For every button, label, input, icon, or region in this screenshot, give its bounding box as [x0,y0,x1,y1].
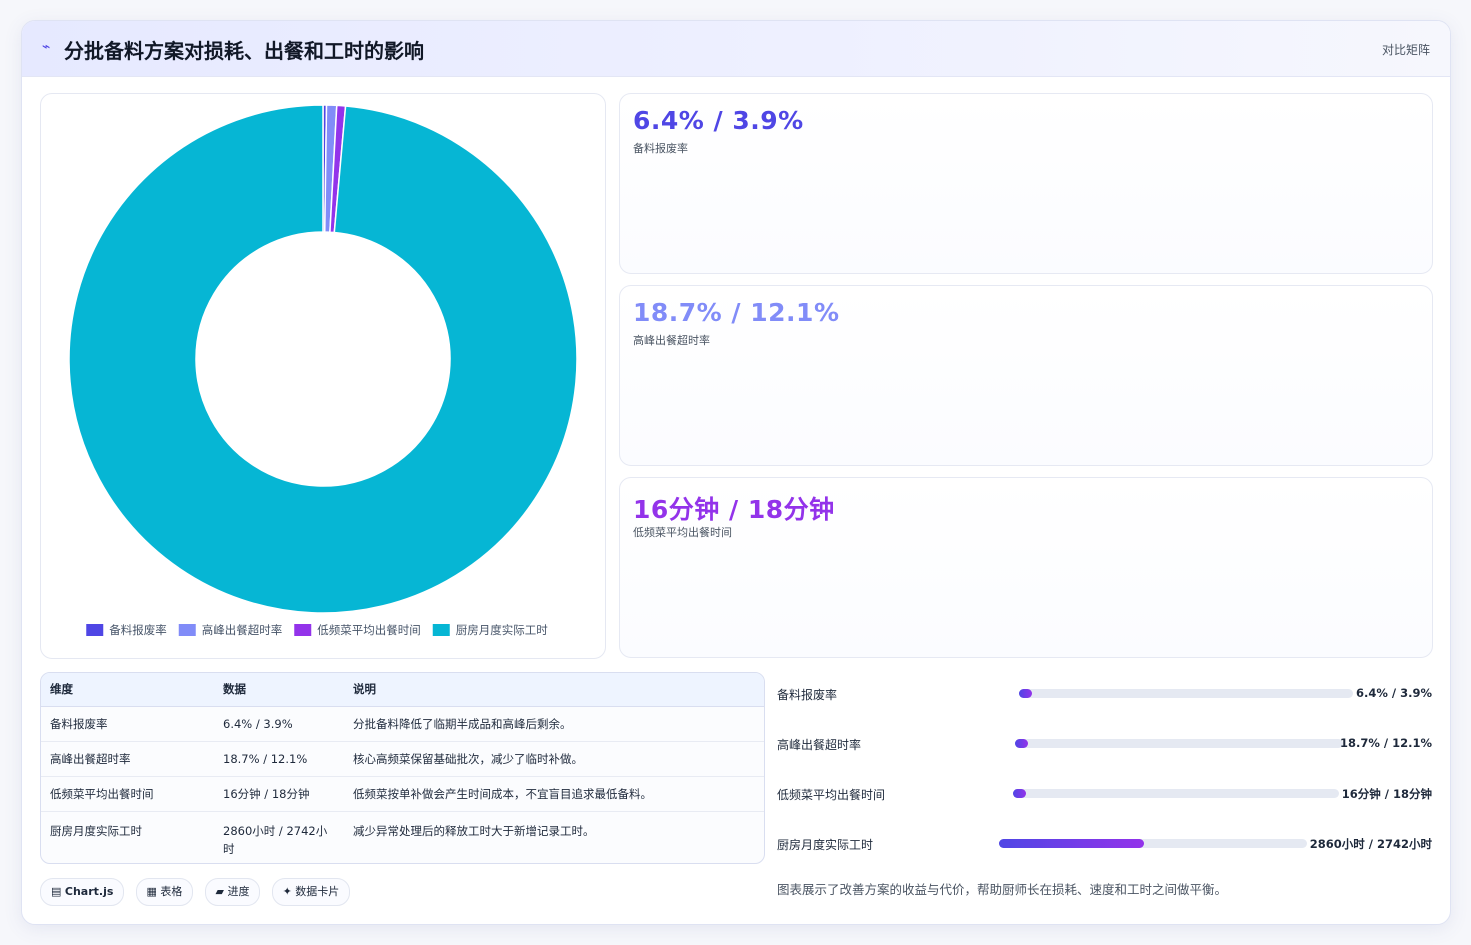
progress-label: 低频菜平均出餐时间 [777,788,886,802]
header: ⌁ 分批备料方案对损耗、出餐和工时的影响 对比矩阵 [22,21,1450,77]
legend-item-3[interactable]: 厨房月度实际工时 [432,623,548,637]
dashboard-card: ⌁ 分批备料方案对损耗、出餐和工时的影响 对比矩阵 备料报废率 高峰出餐超时率 低频… [21,20,1451,925]
kpi-card-waste: 6.4% / 3.9% 备料报废率 [619,93,1433,274]
comparison-table: 维度 数据 说明 备料报废率 6.4% / 3.9% 分批备料降低了临期半成品和… [40,672,765,864]
table-row: 厨房月度实际工时 2860小时 / 2742小时 减少异常处理后的释放工时大于新… [41,811,764,863]
progress-label: 备料报废率 [777,688,838,702]
chip-data-card[interactable]: ✦ 数据卡片 [271,878,351,906]
progress-row-hours: 厨房月度实际工时 2860小时 / 2742小时 [777,834,1432,854]
sparkle-icon: ✦ [282,885,292,898]
sparkline-icon: ⌁ [42,39,51,55]
table-cell: 16分钟 / 18分钟 [214,776,344,812]
doughnut-chart: 备料报废率 高峰出餐超时率 低频菜平均出餐时间 厨房月度实际工时 [68,104,578,637]
chart-legend: 备料报废率 高峰出餐超时率 低频菜平均出餐时间 厨房月度实际工时 [86,623,548,637]
table-cell: 核心高频菜保留基础批次，减少了临时补做。 [344,741,764,777]
chart-icon: ▤ [51,885,62,898]
progress-track [1015,739,1343,748]
progress-value: 16分钟 / 18分钟 [1341,787,1432,801]
table-cell: 高峰出餐超时率 [41,741,214,777]
progress-row-waste: 备料报废率 6.4% / 3.9% [777,684,1432,704]
progress-fill [1015,739,1029,748]
legend-label: 低频菜平均出餐时间 [317,623,421,637]
progress-track [1019,689,1353,698]
table-cell: 厨房月度实际工时 [50,823,142,838]
table-cell: 分批备料降低了临期半成品和高峰后剩余。 [344,706,764,742]
progress-label: 厨房月度实际工时 [777,838,874,852]
chip-table[interactable]: ▦ 表格 [135,878,194,906]
legend-item-2[interactable]: 低频菜平均出餐时间 [294,623,421,637]
legend-label: 备料报废率 [109,623,167,637]
column-header: 说明 [344,673,764,707]
kpi-value: 16分钟 / 18分钟 [633,495,835,524]
kpi-card-overtime: 18.7% / 12.1% 高峰出餐超时率 [619,285,1433,466]
progress-fill [1019,689,1033,698]
table-row: 高峰出餐超时率 18.7% / 12.1% 核心高频菜保留基础批次，减少了临时补… [41,741,764,777]
kpi-label: 高峰出餐超时率 [633,334,710,347]
table-row: 低频菜平均出餐时间 16分钟 / 18分钟 低频菜按单补做会产生时间成本，不宜盲… [41,776,764,812]
chart-caption: 图表展示了改善方案的收益与代价，帮助厨师长在损耗、速度和工时之间做平衡。 [777,882,1228,897]
kpi-label: 备料报废率 [633,142,688,155]
table-row: 备料报废率 6.4% / 3.9% 分批备料降低了临期半成品和高峰后剩余。 [41,706,764,742]
chip-progress[interactable]: ▰ 进度 [204,878,261,906]
feature-chips: ▤ Chart.js ▦ 表格 ▰ 进度 ✦ 数据卡片 [40,878,356,906]
kpi-value: 6.4% / 3.9% [633,106,804,135]
chip-chartjs[interactable]: ▤ Chart.js [40,878,125,906]
progress-label: 高峰出餐超时率 [777,738,862,752]
kpi-value: 18.7% / 12.1% [633,298,840,327]
progress-row-lowfreq: 低频菜平均出餐时间 16分钟 / 18分钟 [777,784,1432,804]
kpi-label: 低频菜平均出餐时间 [633,526,732,539]
legend-item-1[interactable]: 高峰出餐超时率 [178,623,283,637]
legend-swatch [432,624,450,636]
column-header: 维度 [41,673,214,707]
table-cell: 低频菜按单补做会产生时间成本，不宜盲目追求最低备料。 [344,776,764,812]
legend-swatch [86,624,104,636]
table-cell: 低频菜平均出餐时间 [41,776,214,812]
legend-item-0[interactable]: 备料报废率 [86,623,167,637]
kpi-card-lowfreq: 16分钟 / 18分钟 低频菜平均出餐时间 [619,477,1433,658]
legend-label: 高峰出餐超时率 [202,623,283,637]
progress-track [1013,789,1339,798]
progress-value: 6.4% / 3.9% [1356,686,1432,700]
legend-swatch [294,624,312,636]
table-cell: 18.7% / 12.1% [214,741,344,777]
chart-panel: 备料报废率 高峰出餐超时率 低频菜平均出餐时间 厨房月度实际工时 [40,93,606,659]
table-icon: ▦ [146,885,157,898]
table-cell: 6.4% / 3.9% [214,706,344,742]
table-cell: 减少异常处理后的释放工时大于新增记录工时。 [353,823,595,838]
table-cell: 备料报废率 [41,706,214,742]
progress-value: 2860小时 / 2742小时 [1309,837,1432,851]
table-header-row: 维度 数据 说明 [41,673,764,707]
progress-row-overtime: 高峰出餐超时率 18.7% / 12.1% [777,734,1432,754]
column-header: 数据 [214,673,344,707]
matrix-link[interactable]: 对比矩阵 [1381,43,1430,57]
legend-label: 厨房月度实际工时 [456,623,548,637]
progress-icon: ▰ [215,885,224,898]
legend-swatch [178,624,196,636]
table-cell: 2860小时 / 2742小时 [223,823,328,856]
donut-slice-3[interactable] [68,104,578,614]
progress-value: 18.7% / 12.1% [1340,736,1432,750]
progress-fill [999,839,1144,848]
progress-fill [1013,789,1027,798]
page-title: 分批备料方案对损耗、出餐和工时的影响 [64,39,424,63]
progress-track [999,839,1307,848]
